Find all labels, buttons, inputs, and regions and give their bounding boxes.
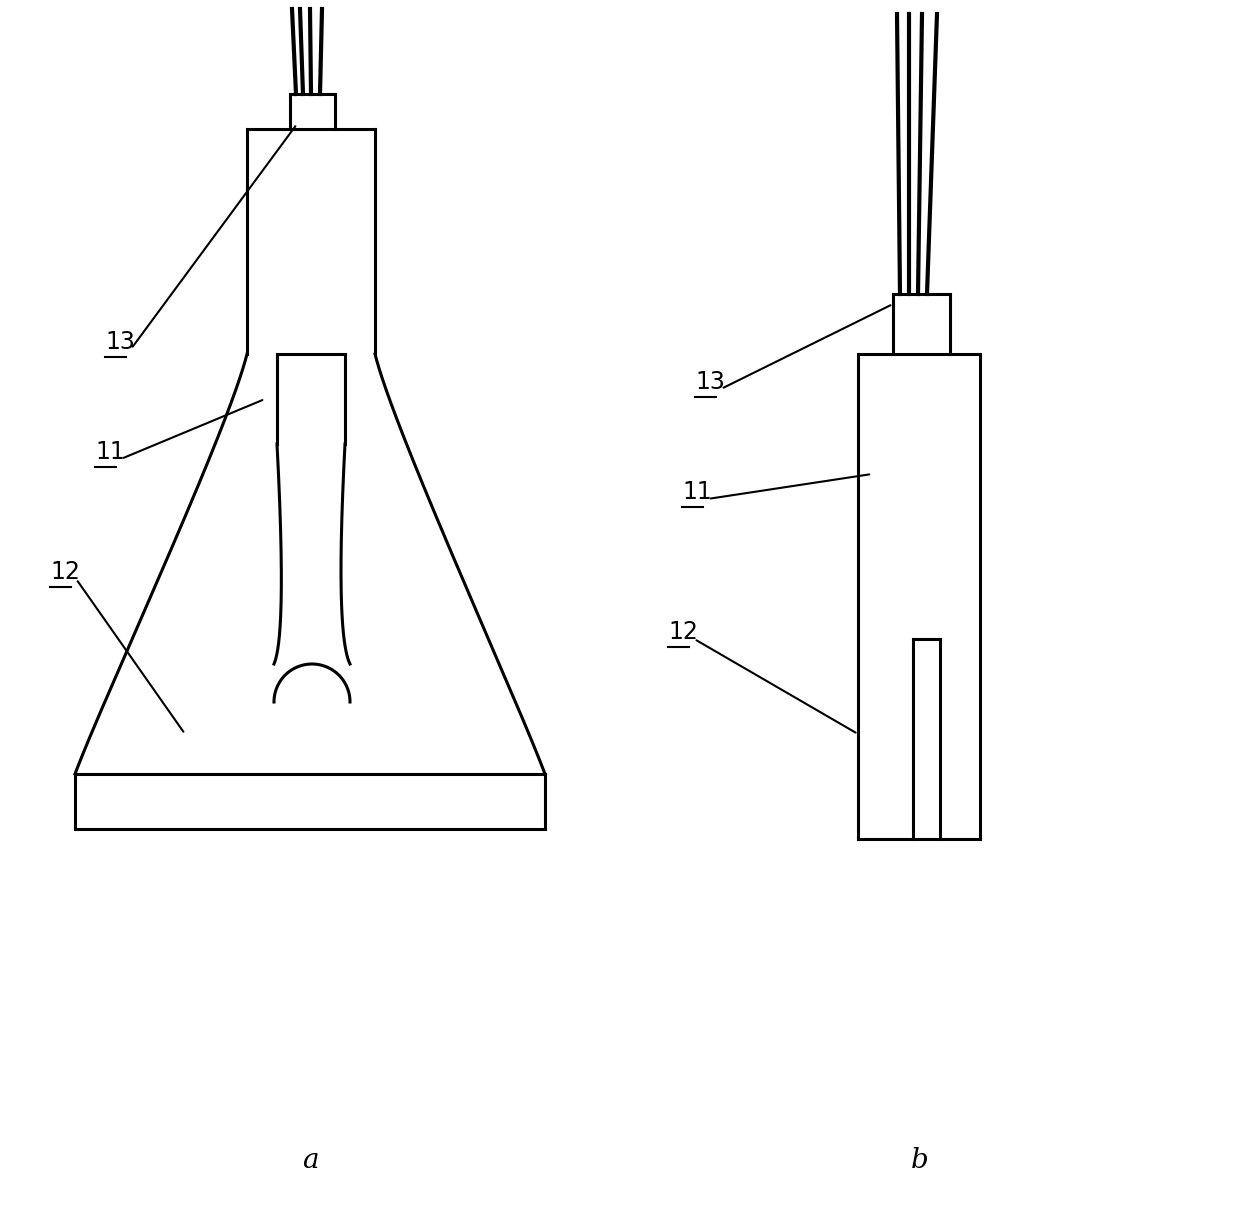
Text: 13: 13 xyxy=(694,370,725,394)
Text: 13: 13 xyxy=(105,330,135,354)
Text: 12: 12 xyxy=(668,621,698,644)
Text: 12: 12 xyxy=(50,561,79,584)
Text: a: a xyxy=(301,1147,319,1174)
Text: 11: 11 xyxy=(682,480,712,504)
Text: b: b xyxy=(911,1147,929,1174)
Text: 11: 11 xyxy=(95,439,125,464)
